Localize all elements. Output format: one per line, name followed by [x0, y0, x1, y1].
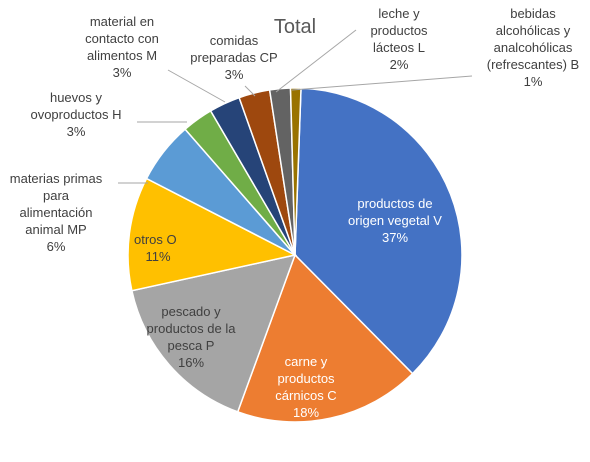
leader-line-7: [167, 69, 226, 103]
pie-slice-10: [289, 87, 302, 256]
leader-line-10: [291, 75, 473, 91]
slice-label-3: pescado y productos de la pesca P 16%: [147, 304, 237, 370]
slice-label-5: materias primas para alimentación animal MP…: [10, 171, 103, 254]
slice-label-7: material en contacto con alimentos M 3%: [85, 14, 159, 80]
leader-line-9: [275, 29, 357, 93]
slice-labels: productos de origen vegetal V 37% carne y pr…: [10, 6, 579, 420]
slice-label-10: bebidas alcohólicas y analcohólicas (refres…: [487, 6, 579, 89]
slice-label-2: carne y productos cárnicos C 18%: [275, 354, 336, 420]
slice-label-8: comidas preparadas CP 3%: [190, 33, 277, 82]
leader-line-8: [244, 85, 256, 97]
pie-slice-1: [294, 87, 463, 375]
pie-slices: [127, 87, 463, 423]
slice-label-9: leche y productos lácteos L 2%: [370, 6, 428, 72]
pie-slice-3: [130, 253, 297, 413]
slice-label-1: productos de origen vegetal V 37%: [348, 196, 442, 245]
slice-label-4: otros O 11%: [134, 232, 177, 264]
pie-slice-2: [236, 253, 414, 423]
slice-label-6: huevos y ovoproductos H 3%: [30, 90, 121, 139]
chart-title: Total: [274, 16, 316, 38]
leader-lines: [118, 29, 473, 184]
